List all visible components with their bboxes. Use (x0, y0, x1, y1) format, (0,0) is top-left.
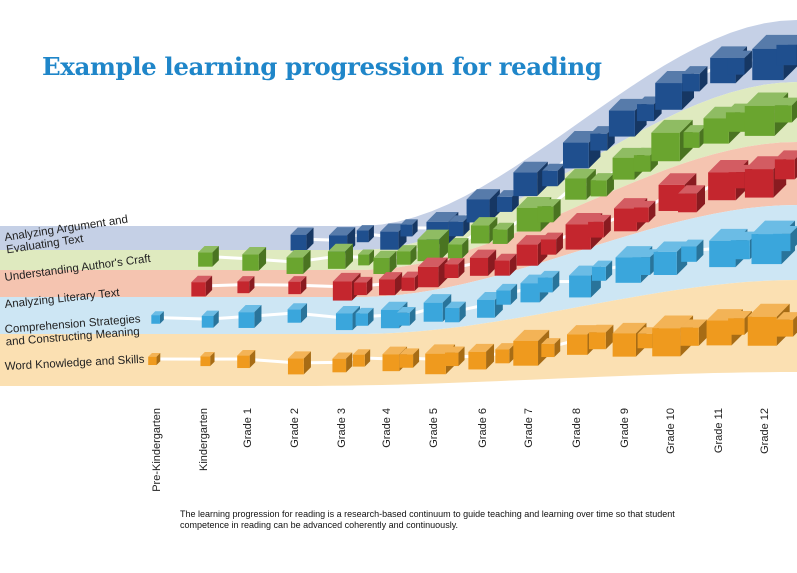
cube (591, 260, 613, 281)
cube (400, 219, 418, 237)
cube (201, 310, 219, 328)
cube (379, 272, 403, 296)
grade-label: Grade 10 (665, 408, 677, 454)
cube (680, 319, 707, 346)
cube (776, 312, 797, 337)
grade-label: Grade 3 (336, 408, 348, 448)
band-4 (0, 205, 797, 334)
cube (447, 237, 469, 259)
cube (354, 276, 373, 296)
cube (373, 250, 397, 274)
grade-label: Grade 1 (242, 408, 254, 448)
grade-label: Grade 9 (619, 408, 631, 448)
cube (237, 349, 256, 369)
grade-label: Grade 7 (523, 408, 535, 448)
grade-label: Grade 4 (381, 408, 393, 448)
cube (151, 311, 164, 324)
cube (492, 222, 514, 244)
cube (588, 214, 611, 238)
grade-label: Pre-Kindergarten (151, 408, 163, 492)
cube (417, 229, 450, 262)
cube (468, 343, 495, 370)
grade-label: Grade 6 (477, 408, 489, 448)
grade-label: Grade 12 (759, 408, 771, 454)
cube (396, 245, 417, 265)
cube (332, 352, 353, 373)
band-1 (0, 20, 797, 250)
cube-layer (148, 34, 797, 375)
grade-label: Grade 8 (571, 408, 583, 448)
cube (445, 346, 465, 367)
cube (542, 163, 565, 187)
cube (355, 307, 374, 326)
cube (537, 199, 561, 223)
cube (540, 232, 563, 255)
cube (494, 253, 517, 276)
cube (727, 50, 752, 75)
cube (469, 249, 497, 276)
grade-label: Grade 5 (428, 408, 440, 448)
cube (238, 305, 262, 328)
grade-label: Kindergarten (198, 408, 210, 471)
cube (590, 173, 614, 197)
cube (678, 185, 706, 213)
grade-axis: Pre-Kindergarten Kindergarten Grade 1 Grade… (151, 408, 771, 492)
cube (242, 246, 267, 271)
cube (774, 150, 797, 180)
cube (198, 245, 219, 267)
cube (358, 249, 375, 266)
cube (776, 35, 797, 66)
cube (681, 239, 704, 262)
cube (537, 270, 560, 293)
cube (191, 275, 213, 297)
cube (683, 125, 707, 148)
page-title: Example learning progression for reading (42, 52, 602, 81)
cube (774, 97, 797, 123)
cube (588, 324, 614, 350)
cube (417, 257, 448, 288)
grade-label: Grade 2 (289, 408, 301, 448)
connector (154, 316, 210, 321)
cube (200, 352, 215, 367)
cube (352, 349, 371, 367)
caption: The learning progression for reading is … (180, 509, 675, 530)
cube (327, 243, 354, 269)
cube (445, 301, 466, 323)
cube (287, 303, 308, 323)
cube (444, 258, 465, 279)
cube (513, 329, 550, 366)
cube (148, 352, 161, 366)
cube (396, 306, 416, 326)
cube (423, 294, 452, 322)
cube (651, 119, 693, 162)
cube (237, 276, 255, 294)
cube (541, 338, 561, 358)
cube (401, 271, 421, 291)
cube (290, 227, 314, 251)
cube (682, 66, 708, 92)
cube (399, 348, 420, 368)
cube (380, 223, 407, 250)
cube (356, 225, 374, 243)
cube (773, 226, 797, 252)
grade-label: Grade 11 (713, 408, 725, 453)
cube (633, 200, 656, 223)
cube (496, 283, 518, 305)
cube (287, 351, 311, 375)
cube (286, 249, 311, 274)
cube (288, 276, 307, 295)
